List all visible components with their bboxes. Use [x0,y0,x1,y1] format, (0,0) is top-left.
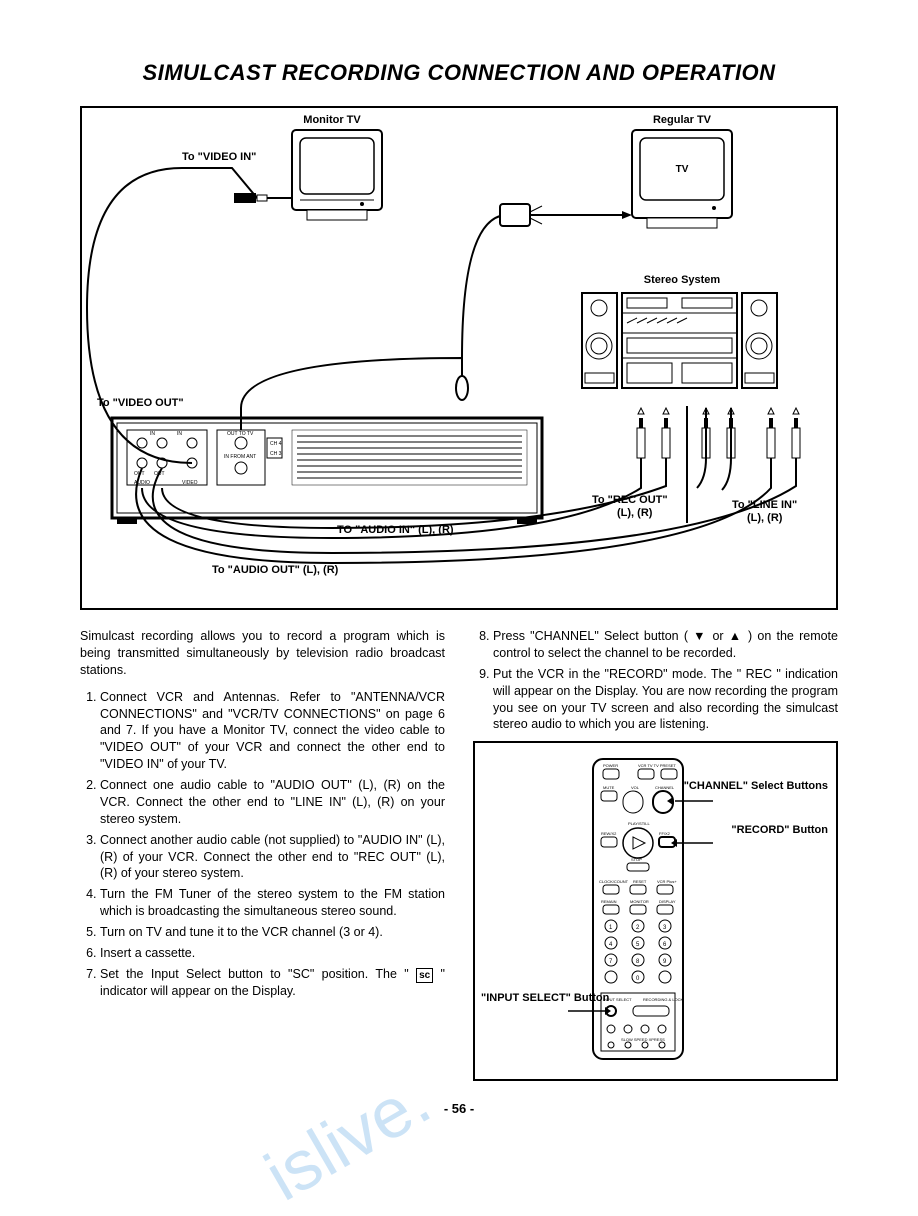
svg-text:REMAIN: REMAIN [601,899,617,904]
step-7: Set the Input Select button to "SC" posi… [100,966,445,1000]
step-3: Connect another audio cable (not supplie… [100,832,445,883]
to-line-in-lr: (L), (R) [747,512,783,524]
page-title: SIMULCAST RECORDING CONNECTION AND OPERA… [80,60,838,86]
remote-control-diagram: POWER VCR TV TV PRESET MUTE VOL CHANNEL … [473,741,838,1081]
svg-text:VCR Plus+: VCR Plus+ [657,879,677,884]
svg-text:POWER: POWER [603,763,618,768]
svg-text:VIDEO: VIDEO [182,480,198,486]
record-callout: "RECORD" Button [731,823,828,838]
step-6: Insert a cassette. [100,945,445,962]
svg-text:FF/X2: FF/X2 [659,831,671,836]
channel-callout: "CHANNEL" Select Buttons [684,779,828,794]
svg-text:MONITOR: MONITOR [630,899,649,904]
svg-text:VCR TV TV PRESET: VCR TV TV PRESET [638,763,676,768]
step-8: Press "CHANNEL" Select button ( ▼ or ▲ )… [493,628,838,662]
regular-tv-label: Regular TV [653,114,712,126]
monitor-tv-label: Monitor TV [303,114,361,126]
svg-text:RESET: RESET [633,879,647,884]
svg-text:IN: IN [150,431,155,437]
svg-text:CHANNEL: CHANNEL [655,785,675,790]
svg-text:MUTE: MUTE [603,785,615,790]
svg-text:CH 3: CH 3 [270,451,282,457]
stereo-system-label: Stereo System [644,274,721,286]
right-steps-list: Press "CHANNEL" Select button ( ▼ or ▲ )… [473,628,838,733]
body-columns: Simulcast recording allows you to record… [80,628,838,1081]
svg-text:CH 4: CH 4 [270,441,282,447]
step-1: Connect VCR and Antennas. Refer to "ANTE… [100,689,445,773]
step-9: Put the VCR in the "RECORD" mode. The " … [493,666,838,734]
to-video-out-label: To "VIDEO OUT" [97,397,184,409]
left-steps-list: Connect VCR and Antennas. Refer to "ANTE… [80,689,445,1001]
tv-screen-text: TV [676,164,689,175]
svg-text:OUT TO TV: OUT TO TV [227,431,254,437]
svg-text:RECORDING & LOCK: RECORDING & LOCK [643,997,684,1002]
svg-text:IN: IN [177,431,182,437]
svg-text:DISPLAY: DISPLAY [659,899,676,904]
to-video-in-label: To "VIDEO IN" [182,151,256,163]
connection-diagram: Monitor TV Regular TV TV [80,106,838,610]
input-select-callout: "INPUT SELECT" Button [481,991,609,1006]
page-number: - 56 - [80,1101,838,1116]
sc-indicator: sc [416,968,433,984]
to-rec-out-lr: (L), (R) [617,507,653,519]
rca-plugs [637,408,800,458]
svg-text:PLAY/STILL: PLAY/STILL [628,821,650,826]
step-2: Connect one audio cable to "AUDIO OUT" (… [100,777,445,828]
intro-paragraph: Simulcast recording allows you to record… [80,628,445,679]
svg-text:SLOW SPEED XPRESS: SLOW SPEED XPRESS [621,1037,665,1042]
watermark-text: islive. [252,1060,444,1216]
step-5: Turn on TV and tune it to the VCR channe… [100,924,445,941]
svg-text:VOL: VOL [631,785,640,790]
svg-text:STOP: STOP [631,857,642,862]
step-4: Turn the FM Tuner of the stereo system t… [100,886,445,920]
svg-text:CLOCK/COUNT: CLOCK/COUNT [599,879,629,884]
to-audio-out-label: To "AUDIO OUT" (L), (R) [212,564,339,576]
svg-text:REW/X2: REW/X2 [601,831,617,836]
svg-text:IN FROM ANT: IN FROM ANT [224,454,256,460]
